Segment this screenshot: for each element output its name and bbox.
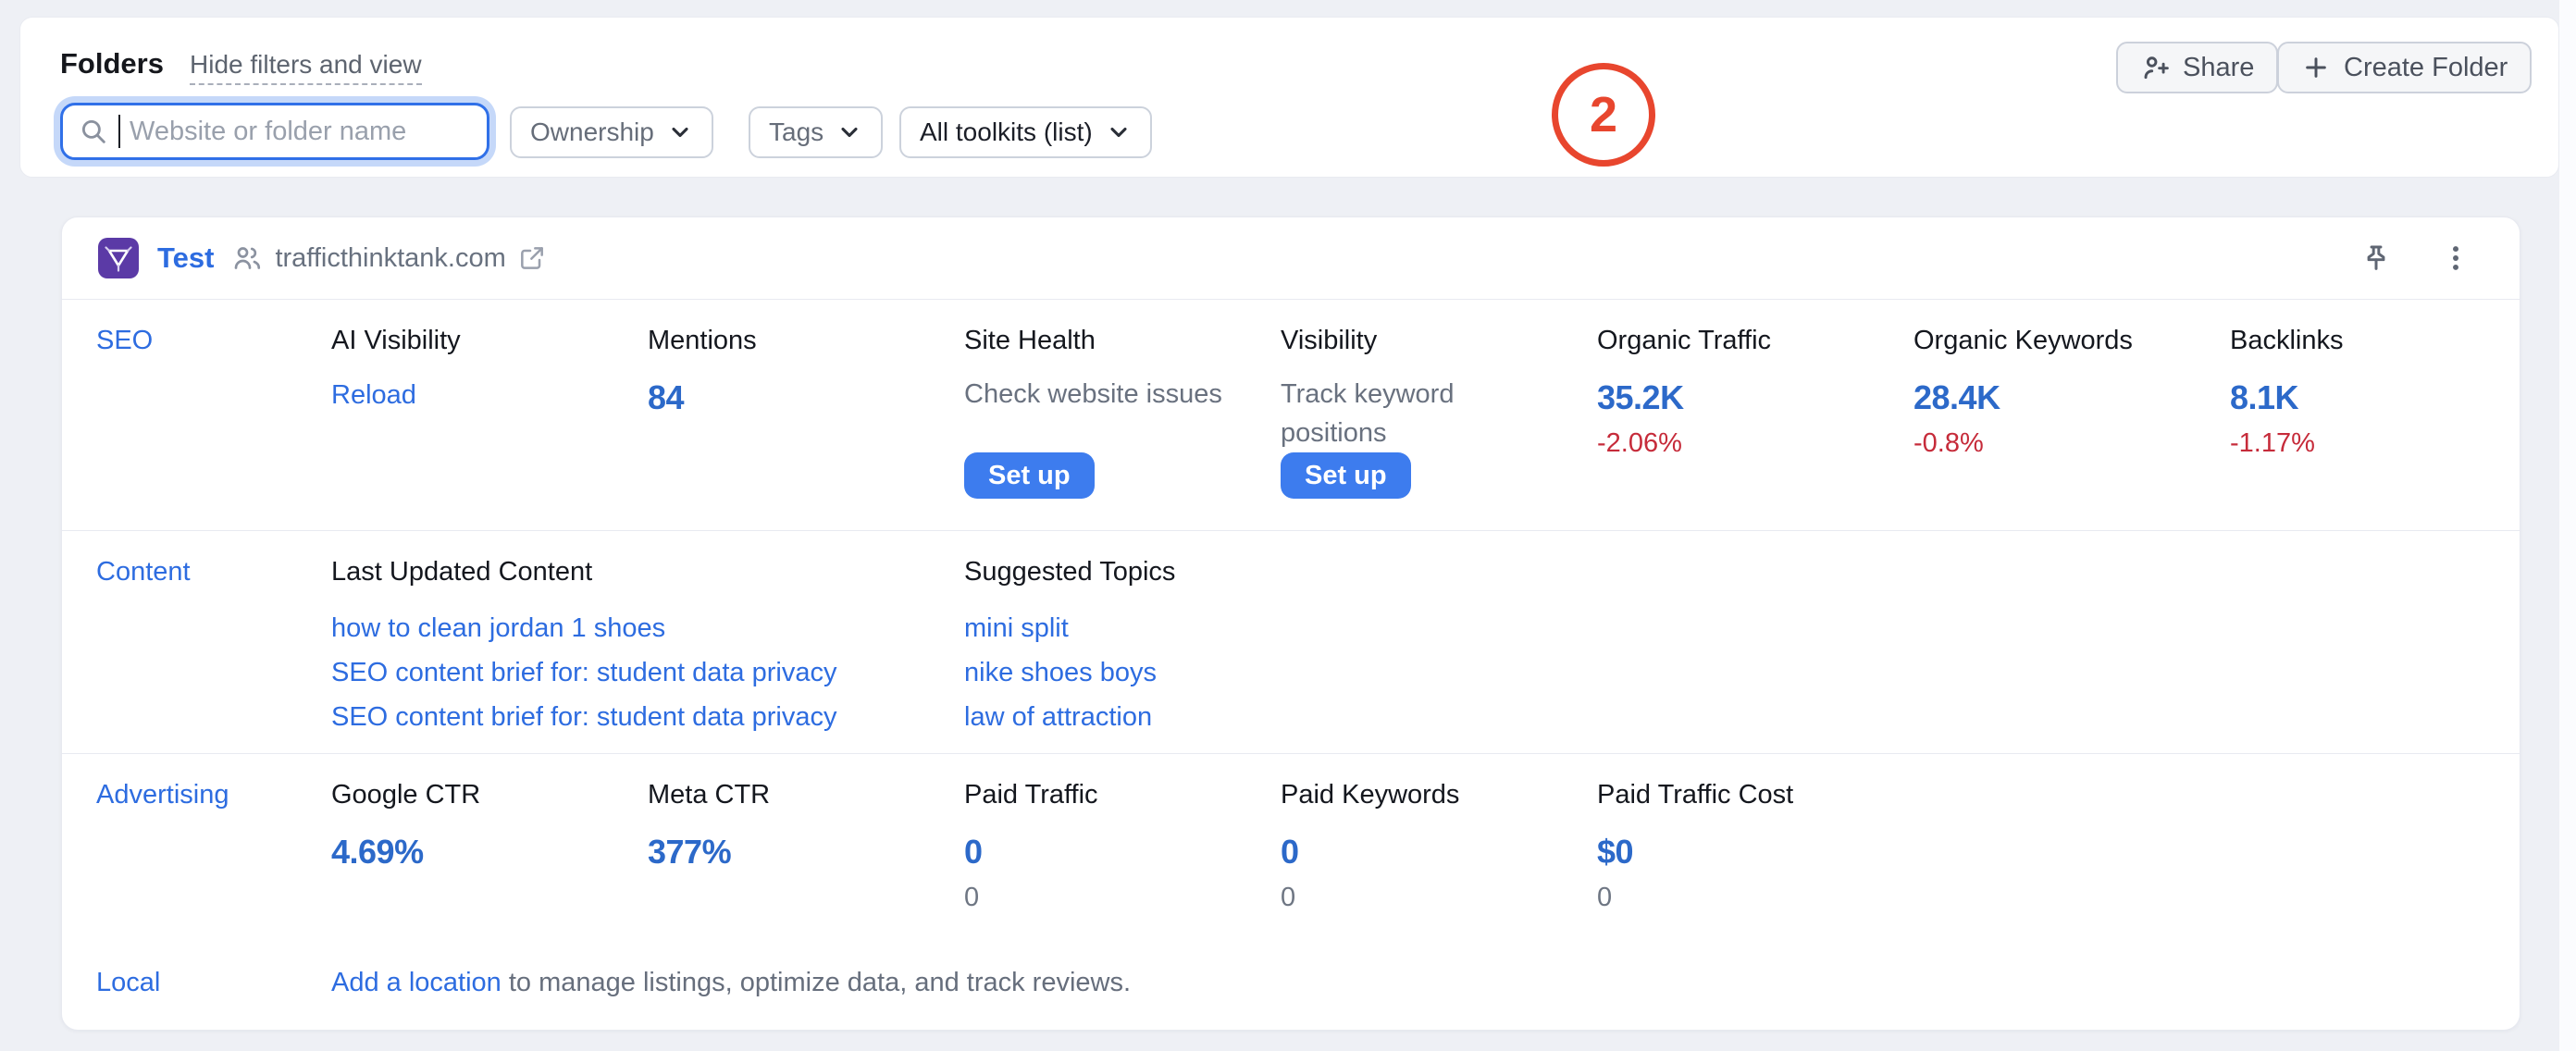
search-icon	[81, 119, 105, 143]
mentions-value: 84	[648, 378, 685, 416]
seo-row-link[interactable]: SEO	[96, 326, 154, 355]
open-domain-link[interactable]	[517, 243, 547, 273]
page-title: Folders	[60, 47, 164, 80]
folder-card-header: Test trafficthinktank.com	[62, 217, 2520, 300]
paid-traffic-sub-value: 0	[964, 883, 980, 912]
person-plus-icon	[2144, 56, 2169, 80]
workspace-favicon-icon	[98, 238, 139, 278]
share-button[interactable]: Share	[2116, 42, 2279, 93]
add-location-link[interactable]: Add a location	[331, 968, 502, 997]
shared-users-icon	[235, 247, 261, 269]
last-updated-content-label: Last Updated Content	[331, 557, 593, 587]
advertising-row-link[interactable]: Advertising	[96, 780, 229, 810]
search-field[interactable]	[60, 103, 489, 160]
kebab-menu-icon	[2453, 246, 2458, 270]
chevron-down-icon	[1110, 127, 1127, 138]
organic-keywords-value: 28.4K	[1913, 378, 2000, 416]
folder-menu-button[interactable]	[2440, 242, 2471, 274]
content-article-link[interactable]: SEO content brief for: student data priv…	[331, 658, 837, 687]
backlinks-delta: -1.17%	[2230, 428, 2315, 458]
organic-traffic-value: 35.2K	[1597, 378, 1684, 416]
content-row: Content Last Updated Content how to clea…	[62, 530, 2520, 753]
visibility-label: Visibility	[1281, 326, 1378, 355]
annotation-step-badge: 2	[1552, 63, 1655, 167]
hide-filters-link[interactable]: Hide filters and view	[190, 50, 422, 85]
create-folder-button[interactable]: Create Folder	[2277, 42, 2533, 93]
site-health-label: Site Health	[964, 326, 1096, 355]
text-cursor	[118, 115, 120, 148]
visibility-description: Track keyword positions	[1281, 379, 1455, 449]
mentions-label: Mentions	[648, 326, 757, 355]
paid-traffic-cost-value: $0	[1597, 833, 1634, 871]
suggested-topics-label: Suggested Topics	[964, 557, 1176, 587]
content-row-link[interactable]: Content	[96, 557, 191, 587]
visibility-setup-button[interactable]: Set up	[1281, 452, 1411, 499]
local-row: Local Add a location to manage listings,…	[62, 942, 2520, 1030]
suggested-topic-link[interactable]: law of attraction	[964, 702, 1153, 732]
external-link-icon	[520, 247, 543, 269]
suggested-topic-link[interactable]: mini split	[964, 613, 1069, 643]
folder-domain: trafficthinktank.com	[275, 242, 506, 273]
advertising-row: Advertising Google CTR 4.69% Meta CTR 37…	[62, 753, 2520, 942]
folder-title-link[interactable]: Test	[157, 241, 215, 274]
organic-keywords-delta: -0.8%	[1913, 428, 1984, 458]
google-ctr-label: Google CTR	[331, 780, 481, 810]
meta-ctr-label: Meta CTR	[648, 780, 771, 810]
site-health-description: Check website issues	[964, 379, 1222, 409]
paid-keywords-sub-value: 0	[1281, 883, 1296, 912]
paid-traffic-label: Paid Traffic	[964, 780, 1098, 810]
folder-card: Test trafficthinktank.com SEO AI Visibil…	[61, 216, 2520, 1031]
local-row-link[interactable]: Local	[96, 968, 161, 997]
organic-traffic-label: Organic Traffic	[1597, 326, 1772, 355]
chevron-down-icon	[672, 127, 688, 138]
pin-folder-button[interactable]	[2360, 242, 2392, 274]
content-article-link[interactable]: SEO content brief for: student data priv…	[331, 702, 837, 732]
google-ctr-value: 4.69%	[331, 833, 424, 871]
reload-link[interactable]: Reload	[331, 380, 416, 410]
organic-keywords-label: Organic Keywords	[1913, 326, 2133, 355]
content-article-link[interactable]: how to clean jordan 1 shoes	[331, 613, 666, 643]
suggested-topic-link[interactable]: nike shoes boys	[964, 658, 1157, 687]
paid-keywords-value: 0	[1281, 833, 1299, 871]
paid-keywords-label: Paid Keywords	[1281, 780, 1460, 810]
toolkits-filter-label: All toolkits (list)	[920, 117, 1093, 146]
toolkits-filter-dropdown[interactable]: All toolkits (list)	[899, 106, 1152, 158]
tags-filter-label: Tags	[769, 117, 824, 146]
share-button-label: Share	[2183, 52, 2255, 82]
paid-traffic-cost-label: Paid Traffic Cost	[1597, 780, 1794, 810]
ai-visibility-label: AI Visibility	[331, 326, 461, 355]
local-description: to manage listings, optimize data, and t…	[501, 968, 1132, 997]
seo-row: SEO AI Visibility Reload Mentions 84 Sit…	[62, 300, 2520, 530]
paid-traffic-cost-sub-value: 0	[1597, 883, 1613, 912]
backlinks-value: 8.1K	[2230, 378, 2299, 416]
create-folder-button-label: Create Folder	[2344, 52, 2508, 82]
ownership-filter-dropdown[interactable]: Ownership	[510, 106, 713, 158]
backlinks-label: Backlinks	[2230, 326, 2344, 355]
paid-traffic-value: 0	[964, 833, 983, 871]
pushpin-icon	[2367, 245, 2385, 270]
search-input[interactable]	[130, 116, 472, 147]
ownership-filter-label: Ownership	[530, 117, 654, 146]
folders-toolbar: Folders Hide filters and view Ownership …	[19, 17, 2559, 178]
meta-ctr-value: 377%	[648, 833, 732, 871]
plus-icon	[2306, 57, 2326, 78]
organic-traffic-delta: -2.06%	[1597, 428, 1682, 458]
site-health-setup-button[interactable]: Set up	[964, 452, 1095, 499]
tags-filter-dropdown[interactable]: Tags	[749, 106, 884, 158]
chevron-down-icon	[841, 127, 858, 138]
